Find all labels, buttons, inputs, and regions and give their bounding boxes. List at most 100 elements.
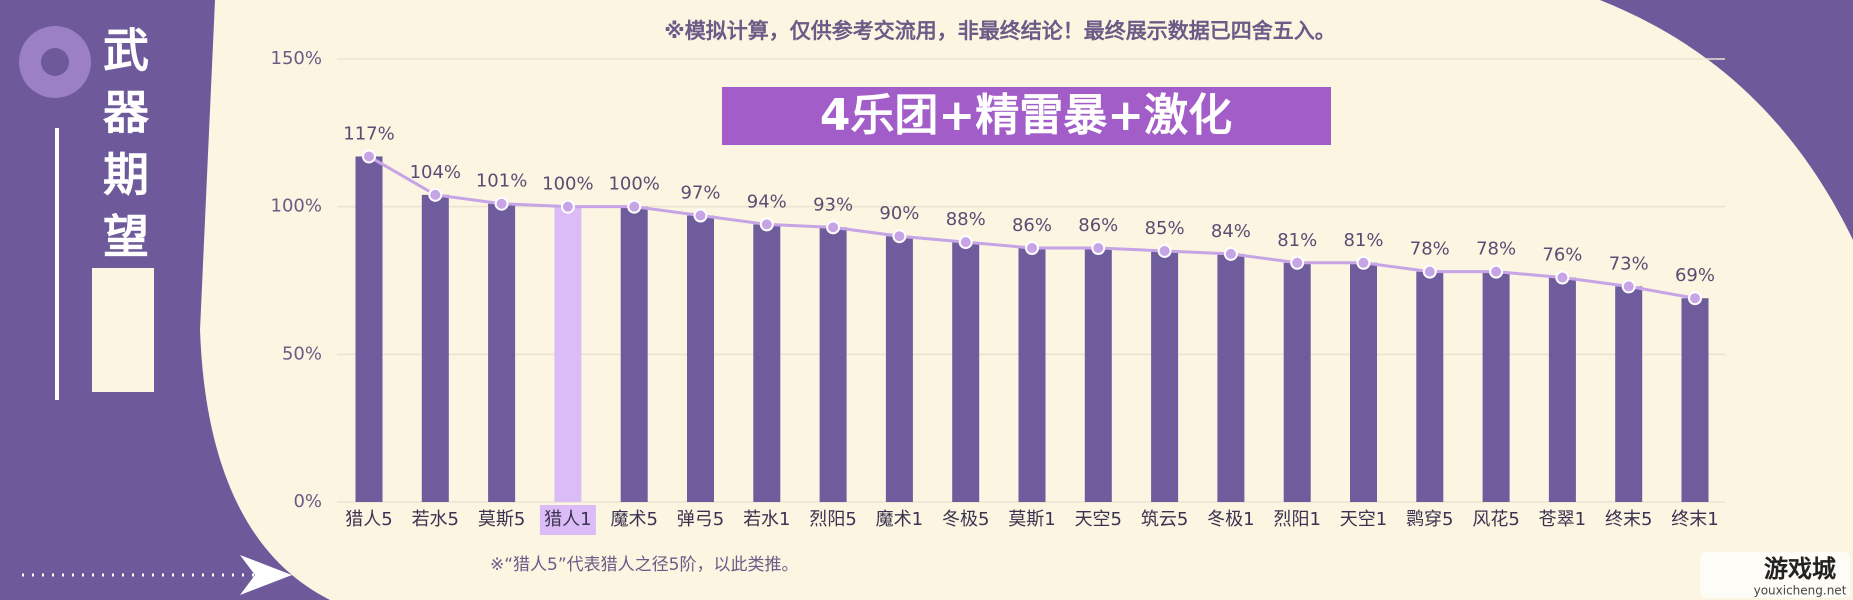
- bar: [687, 215, 714, 502]
- point: [494, 196, 509, 211]
- point: [1091, 241, 1106, 256]
- value-label: 85%: [1145, 218, 1185, 239]
- x-tick-label: 猎人1: [544, 509, 591, 530]
- point: [627, 199, 642, 214]
- point: [362, 149, 376, 164]
- point: [1422, 264, 1437, 279]
- value-label: 90%: [879, 203, 919, 224]
- value-label: 100%: [608, 174, 659, 195]
- x-tick-label: 苍翠1: [1539, 509, 1586, 530]
- point: [1157, 243, 1172, 258]
- x-tick-label: 鹮穿5: [1406, 509, 1453, 530]
- x-tick-label: 烈阳5: [809, 509, 856, 530]
- value-label: 93%: [813, 194, 853, 215]
- x-tick-label: 冬极1: [1207, 509, 1254, 530]
- x-tick-label: 若水5: [412, 509, 459, 530]
- point: [1489, 264, 1504, 279]
- value-label: 100%: [542, 174, 593, 195]
- side-highlight: [92, 268, 154, 392]
- point: [892, 229, 907, 244]
- bar: [355, 156, 383, 502]
- x-tick-label: 莫斯1: [1008, 509, 1055, 530]
- x-tick-label: 魔术1: [876, 509, 923, 530]
- arrow-head: [240, 555, 292, 595]
- point: [1688, 291, 1702, 306]
- bar: [1217, 253, 1245, 502]
- point: [1356, 255, 1371, 270]
- x-tick-label: 终末5: [1605, 509, 1652, 530]
- y-tick-label: 150%: [271, 48, 322, 69]
- note: ※模拟计算，仅供参考交流用，非最终结论！最终展示数据已四舍五入。: [664, 19, 1335, 43]
- x-tick-label: 弹弓5: [677, 509, 724, 530]
- point: [428, 187, 443, 202]
- bar: [753, 224, 781, 503]
- bar: [1084, 248, 1112, 502]
- value-label: 86%: [1078, 215, 1118, 236]
- value-label: 97%: [680, 183, 720, 204]
- side-title: 武器期望: [96, 26, 150, 274]
- arrow-decoration: [22, 555, 292, 595]
- bar: [952, 242, 980, 502]
- logo-icon: [41, 48, 69, 76]
- value-label: 94%: [747, 191, 787, 212]
- point: [1555, 270, 1570, 285]
- y-tick-label: 100%: [271, 196, 322, 217]
- x-tick-label: 冬极5: [942, 509, 989, 530]
- value-label: 81%: [1343, 230, 1383, 251]
- value-label: 81%: [1277, 230, 1317, 251]
- value-label: 101%: [476, 171, 527, 192]
- watermark-url: youxicheng.net: [1754, 584, 1847, 598]
- value-label: 86%: [1012, 215, 1052, 236]
- x-tick-label: 莫斯5: [478, 509, 525, 530]
- x-tick-label: 魔术5: [610, 509, 657, 530]
- x-tick-label: 终末1: [1671, 509, 1718, 530]
- point: [1025, 241, 1039, 256]
- value-label: 76%: [1542, 245, 1582, 266]
- bar: [819, 227, 847, 502]
- value-label: 78%: [1476, 239, 1516, 260]
- value-label: 78%: [1410, 239, 1450, 260]
- watermark-box: [1700, 552, 1850, 598]
- point: [693, 208, 708, 223]
- point: [1290, 255, 1305, 270]
- bar: [1615, 286, 1643, 502]
- bar: [885, 236, 913, 502]
- bar: [1350, 262, 1377, 502]
- x-tick-label: 筑云5: [1141, 509, 1188, 530]
- x-tick-label: 若水1: [743, 509, 790, 530]
- chart-title: 4乐团+精雷暴+激化: [820, 90, 1232, 141]
- title-box: [722, 87, 1331, 145]
- bar: [1283, 262, 1311, 502]
- value-label: 69%: [1675, 265, 1715, 286]
- bar: [421, 194, 449, 502]
- y-tick-label: 0%: [293, 491, 322, 512]
- value-label: 117%: [343, 123, 394, 144]
- watermark-name: 游戏城: [1764, 555, 1836, 583]
- footnote: ※“猎人5”代表猎人之径5阶，以此类推。: [490, 555, 799, 575]
- bar: [1681, 298, 1709, 502]
- point: [826, 220, 841, 235]
- point: [560, 199, 575, 214]
- point: [759, 217, 774, 232]
- value-label: 84%: [1211, 221, 1251, 242]
- value-label: 88%: [946, 209, 986, 230]
- point: [958, 235, 973, 250]
- bar: [1018, 248, 1046, 502]
- x-tick-label: 天空5: [1075, 509, 1122, 530]
- bar: [1548, 277, 1576, 502]
- bar: [554, 206, 582, 502]
- bar: [1482, 271, 1510, 502]
- x-tick-label: 猎人5: [345, 509, 392, 530]
- value-label: 73%: [1609, 253, 1649, 274]
- bar: [488, 203, 516, 503]
- bar: [620, 206, 648, 502]
- y-tick-label: 50%: [282, 343, 322, 364]
- point: [1223, 246, 1238, 261]
- highlight-label-bg: [539, 505, 596, 535]
- x-tick-label: 天空1: [1340, 509, 1387, 530]
- bar: [1151, 250, 1179, 502]
- bar: [1416, 271, 1444, 502]
- x-tick-label: 烈阳1: [1273, 509, 1320, 530]
- value-label: 104%: [410, 162, 461, 183]
